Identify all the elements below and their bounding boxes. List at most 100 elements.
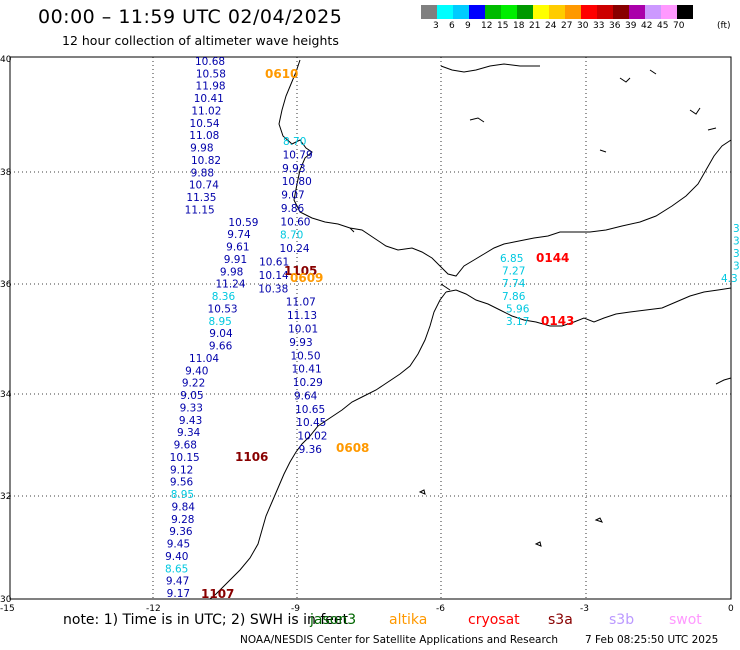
scale-label: 18 [513, 21, 525, 31]
wave-height-value: 9.56 [170, 477, 194, 489]
wave-height-value: 9.33 [180, 402, 203, 414]
scale-label: 9 [465, 21, 471, 31]
wave-height-value: 10.59 [228, 217, 258, 229]
wave-height-value: 3 [733, 236, 740, 248]
wave-height-value: 10.74 [189, 180, 219, 192]
wave-height-value: 9.84 [172, 501, 196, 513]
wave-height-value: 11.07 [286, 297, 316, 309]
satellite-legend-cryosat: cryosat [468, 612, 520, 628]
wave-height-value: 9.28 [171, 514, 194, 526]
map-frame [9, 56, 732, 600]
scale-swatch [469, 5, 485, 19]
wave-height-value: 9.36 [299, 444, 323, 456]
scale-swatch [645, 5, 661, 19]
wave-height-value: 9.07 [281, 190, 304, 202]
wave-height-value: 10.45 [296, 417, 326, 429]
lat-tick: 38 [0, 168, 12, 178]
scale-swatch [437, 5, 453, 19]
wave-height-value: 10.15 [170, 452, 200, 464]
wave-height-value: 11.08 [189, 130, 219, 142]
wave-height-value: 10.50 [290, 350, 320, 362]
wave-height-value: 11.02 [191, 105, 221, 117]
pass-time-label: 1106 [235, 450, 268, 464]
wave-height-value: 11.13 [287, 310, 317, 322]
map-subtitle: 12 hour collection of altimeter wave hei… [62, 33, 339, 48]
scale-swatch [501, 5, 517, 19]
wave-height-value: 3 [733, 223, 740, 235]
pass-time-label: 1107 [201, 587, 234, 601]
scale-label: 70 [673, 21, 685, 31]
wave-height-value: 9.93 [282, 163, 305, 175]
wave-height-value: 11.98 [196, 81, 226, 93]
wave-height-value: 9.34 [177, 427, 201, 439]
axis-ticks: -15 -12 -9 -6 -3 0 40 38 36 34 32 30 [0, 55, 734, 614]
wave-height-value: 11.35 [186, 192, 216, 204]
scale-label: 33 [593, 21, 605, 31]
satellite-legend-swot: swot [669, 612, 702, 628]
wave-height-value: 9.12 [170, 464, 193, 476]
wave-height-value: 10.41 [194, 93, 224, 105]
lat-tick: 40 [0, 55, 12, 65]
graticule [10, 57, 731, 599]
wave-height-value: 9.98 [220, 266, 243, 278]
generated-timestamp: 7 Feb 08:25:50 UTC 2025 [585, 634, 719, 646]
wave-height-value: 7.86 [502, 291, 526, 303]
scale-swatch [629, 5, 645, 19]
wave-height-value: 9.47 [166, 576, 189, 588]
wave-height-value: 10.65 [295, 404, 325, 416]
satellite-legend-s3a: s3a [548, 612, 573, 628]
wave-height-value: 8.95 [171, 489, 194, 501]
scale-unit-label: (ft) [717, 21, 731, 31]
wave-height-value: 9.05 [180, 390, 203, 402]
pass-time-label: 0609 [290, 271, 323, 285]
lat-tick: 36 [0, 280, 12, 290]
wave-height-value: 9.91 [224, 254, 247, 266]
satellite-legend-s3b: s3b [609, 612, 635, 628]
wave-height-value: 9.66 [209, 341, 233, 353]
lon-tick: -6 [436, 604, 445, 614]
east-edge-values: 333.3.4.3 [721, 223, 740, 285]
wave-height-value: 10.54 [190, 118, 220, 130]
footer-note: note: 1) Time is in UTC; 2) SWH is in fe… [63, 612, 349, 628]
wave-height-value: 10.14 [259, 270, 289, 282]
wave-height-value: 9.88 [191, 167, 214, 179]
wave-height-value: 10.02 [297, 431, 327, 443]
wave-height-value: 9.43 [179, 415, 202, 427]
wave-height-value: 10.61 [259, 257, 289, 269]
scale-label: 42 [641, 21, 653, 31]
scale-swatch [581, 5, 597, 19]
wave-height-value: 9.45 [167, 539, 190, 551]
wave-height-value: 9.36 [169, 526, 193, 538]
scale-label: 12 [481, 21, 493, 31]
lat-tick: 32 [0, 492, 11, 502]
wave-height-value: 9.04 [209, 328, 233, 340]
wave-height-value: 7.74 [502, 278, 526, 290]
wave-height-value: 9.22 [182, 378, 205, 390]
satellite-legend: jason3 altika cryosat s3a s3b swot [0, 612, 740, 630]
scale-label: 36 [609, 21, 621, 31]
scale-label: 24 [545, 21, 557, 31]
wave-height-value: 9.86 [281, 203, 305, 215]
scale-swatch [453, 5, 469, 19]
wave-height-value: 3. [733, 261, 740, 273]
pass-time-label: 0610 [265, 67, 298, 81]
color-scale-bar [421, 5, 693, 19]
lon-tick: -15 [0, 604, 15, 614]
wave-height-value: 9.93 [289, 337, 312, 349]
scale-swatch [421, 5, 437, 19]
lon-tick: 0 [728, 604, 734, 614]
scale-swatch [661, 5, 677, 19]
wave-height-value: 11.24 [215, 279, 245, 291]
wave-height-value: 10.29 [293, 377, 323, 389]
wave-height-value: 10.01 [288, 323, 318, 335]
wave-height-value: 10.80 [282, 176, 312, 188]
left-pass-values: 10.6810.5811.9810.4111.0210.5411.089.981… [165, 56, 259, 600]
pass-time-label: 0143 [541, 314, 574, 328]
wave-height-value: 10.68 [195, 56, 225, 68]
map-title: 00:00 – 11:59 UTC 02/04/2025 [38, 6, 343, 28]
wave-height-value: 8.95 [208, 316, 231, 328]
scale-swatch [565, 5, 581, 19]
scale-swatch [613, 5, 629, 19]
wave-height-value: 10.38 [258, 283, 288, 295]
scale-label: 30 [577, 21, 589, 31]
